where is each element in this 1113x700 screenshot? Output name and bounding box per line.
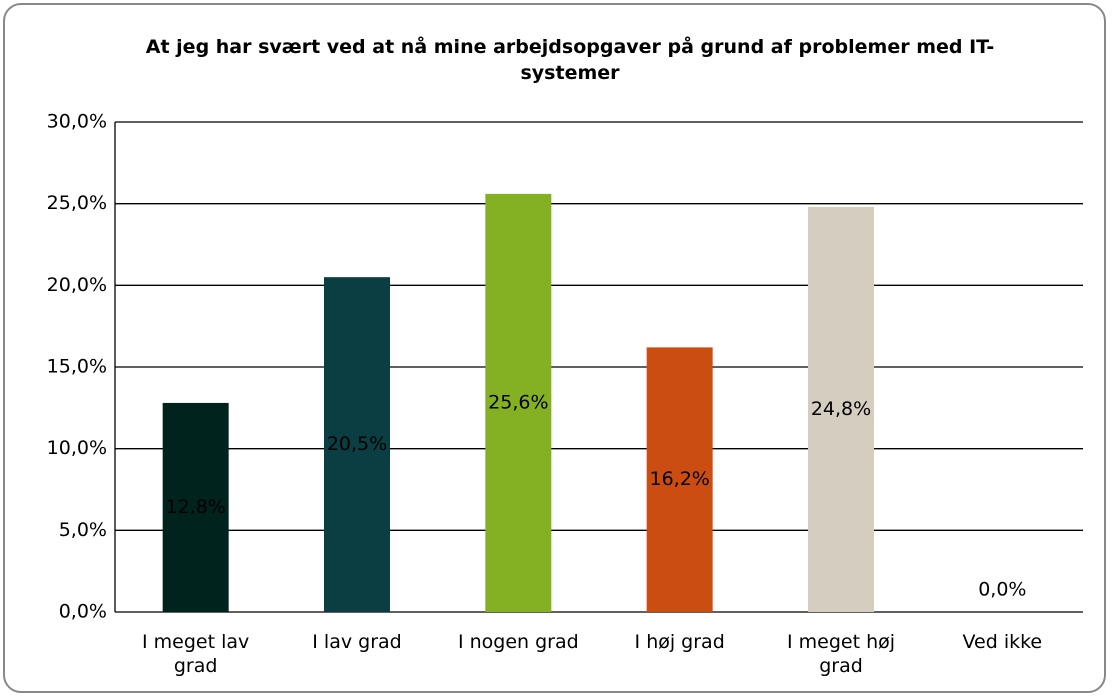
value-label: 16,2%: [649, 468, 709, 490]
x-tick-label: I høj grad: [634, 631, 725, 653]
bar: [646, 347, 713, 612]
x-tick-label: I meget lav grad: [142, 631, 250, 677]
x-tick-label: I nogen grad: [457, 631, 579, 653]
y-tick-label: 5,0%: [59, 519, 107, 541]
bar: [485, 193, 552, 612]
chart-frame: [3, 3, 1106, 693]
bar: [324, 277, 390, 612]
y-tick-label: 25,0%: [47, 192, 107, 214]
y-tick-label: 20,0%: [47, 274, 107, 296]
value-label: 24,8%: [811, 398, 871, 420]
y-tick-label: 10,0%: [47, 437, 107, 459]
value-label: 0,0%: [978, 579, 1026, 601]
x-tick-label: I meget høj grad: [786, 631, 896, 677]
x-tick-label: I lav grad: [312, 631, 402, 653]
x-tick-label: Ved ikke: [962, 631, 1043, 653]
bar: [162, 402, 229, 612]
y-tick-label: 0,0%: [59, 601, 107, 623]
value-label: 25,6%: [488, 391, 548, 413]
y-tick-label: 30,0%: [47, 111, 107, 133]
chart-title: At jeg har svært ved at nå mine arbejdso…: [145, 36, 995, 84]
y-tick-label: 15,0%: [47, 356, 107, 378]
bar: [808, 206, 874, 612]
value-label: 20,5%: [327, 433, 387, 455]
value-label: 12,8%: [165, 496, 225, 518]
